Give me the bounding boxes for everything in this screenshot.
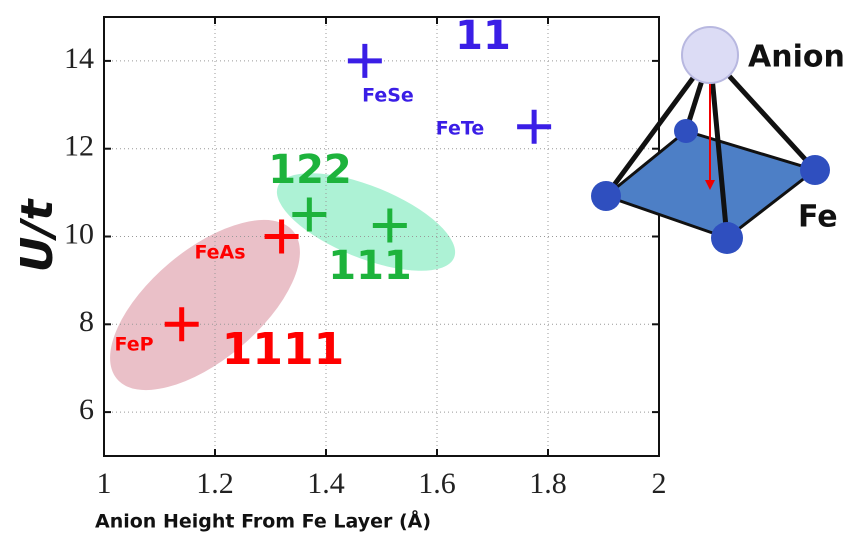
arrow-head xyxy=(705,180,715,190)
point-label: FeAs xyxy=(194,242,245,264)
point-marker xyxy=(292,197,327,232)
pyramid-diagram: Anion Fe xyxy=(591,26,845,254)
group-label: 111 xyxy=(328,243,412,289)
x-tick-label: 1.6 xyxy=(418,467,456,500)
group-label: 122 xyxy=(268,147,352,193)
fe-atom xyxy=(591,181,621,211)
cluster-ellipse xyxy=(110,219,300,391)
point-label: FeSe xyxy=(362,85,414,107)
point-label: FeP xyxy=(114,334,153,356)
fe-atom xyxy=(711,222,743,254)
x-tick-label: 1.8 xyxy=(529,467,567,500)
cluster-ellipse xyxy=(276,173,456,271)
y-tick-label: 12 xyxy=(64,130,94,163)
y-axis-label: U/t xyxy=(12,198,63,273)
y-tick-label: 8 xyxy=(79,305,94,338)
point-marker xyxy=(347,43,382,78)
y-tick-label: 6 xyxy=(79,393,94,426)
fe-atom xyxy=(674,119,698,143)
x-tick-label: 1 xyxy=(97,467,112,500)
anion-atom xyxy=(681,26,739,84)
annotation: Anion xyxy=(748,40,845,75)
point-marker xyxy=(264,219,299,254)
x-tick-label: 1.4 xyxy=(307,467,345,500)
point-marker xyxy=(517,109,552,144)
x-tick-label: 2 xyxy=(652,467,667,500)
point-marker xyxy=(372,208,407,243)
group-label: 11 xyxy=(455,13,511,59)
point-marker xyxy=(164,307,199,342)
fe-atom xyxy=(800,155,830,185)
group-label: 1111 xyxy=(222,324,344,375)
x-tick-label: 1.2 xyxy=(196,467,234,500)
x-axis-label: Anion Height From Fe Layer (Å) xyxy=(95,509,431,533)
y-tick-label: 10 xyxy=(64,217,94,250)
point-label: FeTe xyxy=(436,118,484,140)
y-tick-label: 14 xyxy=(64,42,94,75)
annotation: Fe xyxy=(798,200,838,235)
